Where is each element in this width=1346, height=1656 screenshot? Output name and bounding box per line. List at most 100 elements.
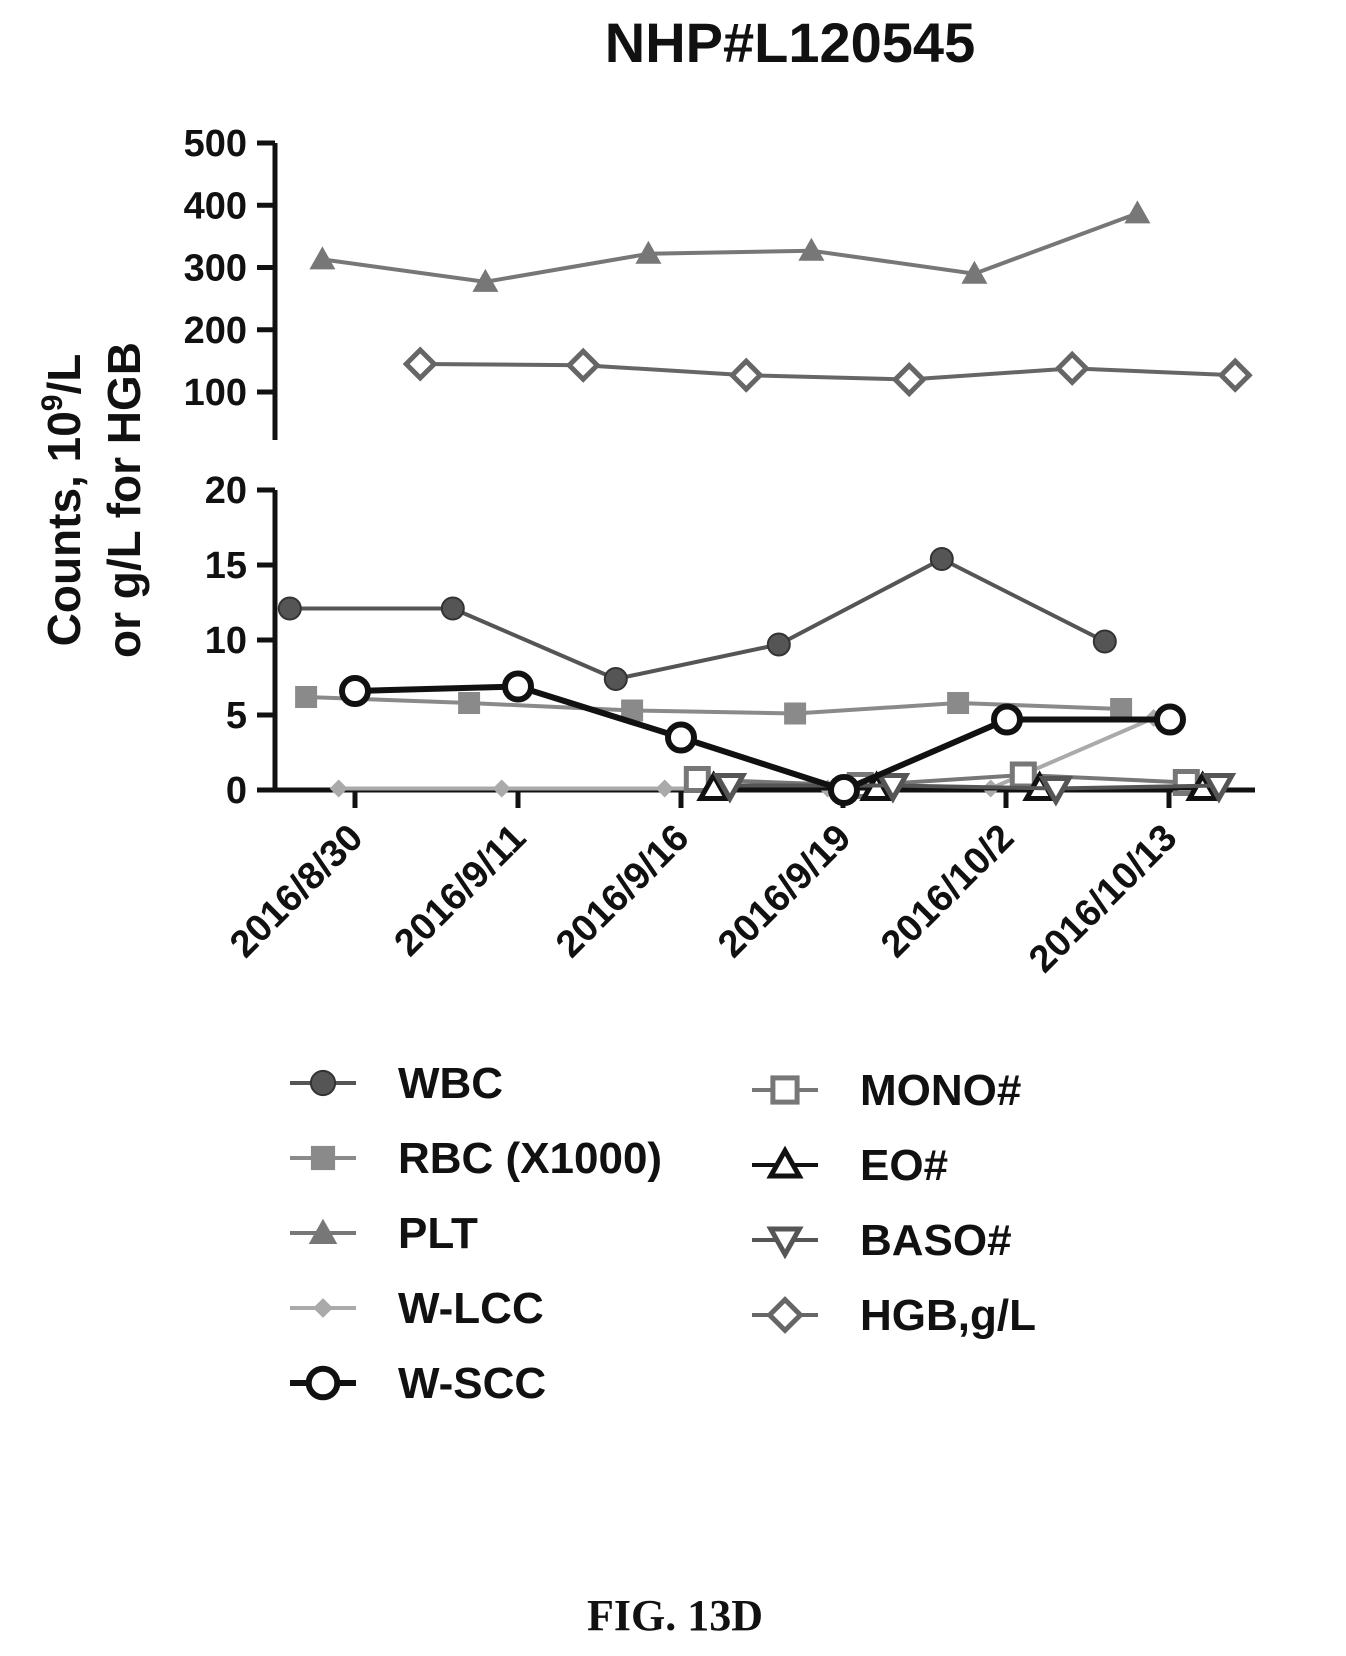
series-hgb-g-l <box>402 346 1253 398</box>
marker-open-triangle <box>696 770 731 801</box>
x-tick-label: 2016/9/11 <box>387 817 535 965</box>
series-line <box>289 556 1106 682</box>
marker-open-square <box>683 766 711 793</box>
y-tick-label: 300 <box>184 248 247 290</box>
x-tick-label: 2016/8/30 <box>222 817 371 966</box>
y-axis-label-part1: Counts, 10 <box>38 411 90 646</box>
marker-square <box>310 1145 336 1171</box>
legend-item: HGB,g/L <box>752 1291 1036 1340</box>
x-tick-label: 2016/10/2 <box>873 817 1022 966</box>
marker-open-triangle-down <box>875 773 911 804</box>
axes: 500 400 300 200 100 20 15 10 5 0 <box>184 123 1255 812</box>
series-baso- <box>712 773 1237 807</box>
series-w-scc <box>339 670 1186 806</box>
figure-caption: FIG. 13D <box>587 1591 763 1640</box>
y-tick-label: 200 <box>184 310 247 352</box>
legend-item: WBC <box>290 1059 503 1108</box>
marker-small-diamond <box>313 1298 333 1318</box>
marker-triangle <box>308 1218 338 1244</box>
series-line <box>697 772 1187 788</box>
marker-open-triangle-down <box>712 773 748 804</box>
legend-label: BASO# <box>860 1216 1012 1265</box>
marker-open-diamond <box>728 357 764 393</box>
marker-triangle <box>635 240 662 264</box>
marker-circle <box>440 596 465 621</box>
series-line <box>420 361 1236 382</box>
marker-open-circle <box>665 721 697 754</box>
marker-square <box>295 686 318 708</box>
marker-triangle <box>961 260 988 284</box>
series-mono- <box>683 761 1200 799</box>
legend-item: EO# <box>752 1141 948 1190</box>
series-rbc-x1000- <box>295 686 1133 725</box>
series-line <box>729 783 1219 791</box>
x-tick-labels: 2016/8/30 2016/9/11 2016/9/16 2016/9/19 2016… <box>222 817 1185 981</box>
marker-open-square <box>1009 761 1037 789</box>
marker-triangle <box>309 246 336 270</box>
marker-open-circle <box>305 1365 341 1401</box>
legend-item: MONO# <box>752 1066 1021 1115</box>
marker-open-circle <box>502 670 534 703</box>
legend-item: PLT <box>290 1209 478 1258</box>
marker-open-circle <box>339 675 371 707</box>
legend-label: RBC (X1000) <box>398 1134 662 1183</box>
marker-open-triangle-down <box>1201 773 1237 804</box>
marker-open-diamond <box>1217 357 1253 393</box>
marker-circle <box>1092 629 1117 654</box>
y-axis-label-line2: or g/L for HGB <box>98 342 150 658</box>
marker-square <box>784 702 807 725</box>
series-plt <box>309 200 1151 292</box>
marker-small-diamond <box>492 779 511 798</box>
marker-open-circle <box>1154 703 1186 736</box>
y-tick-label: 100 <box>184 372 247 414</box>
marker-circle <box>929 547 954 571</box>
marker-open-circle <box>991 703 1023 736</box>
legend-item: W-SCC <box>290 1359 546 1408</box>
y-tick-label: 15 <box>205 545 247 587</box>
y-tick-label: 0 <box>226 770 247 812</box>
y-tick-label: 5 <box>226 695 247 737</box>
y-tick-label: 500 <box>184 123 247 165</box>
marker-square <box>458 692 481 714</box>
marker-triangle <box>1124 200 1151 224</box>
y-axis-label-sup: 9 <box>36 395 69 412</box>
marker-circle <box>766 632 791 657</box>
legend: WBC RBC (X1000) PLT W-LCC W-SCC MONO# EO# BASO#… <box>290 1059 1036 1408</box>
x-tick-label: 2016/9/16 <box>548 817 697 966</box>
series-line <box>306 695 1122 716</box>
y-tick-label: 400 <box>184 185 247 227</box>
legend-label: W-SCC <box>398 1359 546 1408</box>
marker-square <box>621 699 644 722</box>
marker-open-triangle <box>766 1145 804 1179</box>
marker-small-diamond <box>655 779 674 798</box>
legend-label: EO# <box>860 1141 948 1190</box>
y-tick-label: 10 <box>205 620 247 662</box>
marker-triangle <box>472 268 499 292</box>
marker-open-diamond <box>1054 350 1090 386</box>
legend-label: PLT <box>398 1209 478 1258</box>
marker-square <box>1110 698 1133 720</box>
marker-circle <box>309 1069 337 1097</box>
marker-open-diamond <box>402 346 438 382</box>
legend-item: BASO# <box>752 1216 1012 1265</box>
legend-label: MONO# <box>860 1066 1021 1115</box>
marker-open-circle <box>828 774 860 806</box>
legend-item: RBC (X1000) <box>290 1134 662 1183</box>
y-axis-label: Counts, 109/L <box>36 354 90 647</box>
marker-open-triangle-down <box>766 1226 804 1260</box>
marker-circle <box>603 667 628 691</box>
x-tick-label: 2016/9/19 <box>710 817 859 966</box>
marker-small-diamond <box>329 779 348 798</box>
marker-open-diamond <box>891 362 927 398</box>
marker-open-diamond <box>565 347 601 383</box>
legend-label: W-LCC <box>398 1284 544 1333</box>
marker-open-square <box>770 1075 800 1105</box>
chart-title: NHP#L120545 <box>605 11 975 74</box>
marker-triangle <box>798 237 825 261</box>
series-line <box>322 211 1139 284</box>
y-tick-label: 20 <box>205 470 247 512</box>
marker-open-triangle-down <box>1038 776 1074 807</box>
series-layer <box>277 200 1253 807</box>
series-line <box>354 683 1170 794</box>
